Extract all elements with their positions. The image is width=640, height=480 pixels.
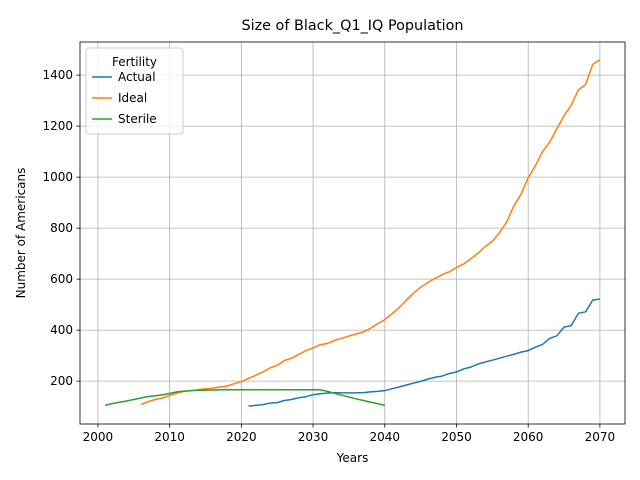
- legend-title: Fertility: [112, 55, 157, 69]
- x-axis-label: Years: [336, 451, 369, 465]
- y-tick-label: 1400: [42, 68, 73, 82]
- legend-entries: Actual Ideal Sterile: [92, 70, 157, 126]
- y-axis-label: Number of Americans: [14, 168, 28, 299]
- y-tick-label: 400: [50, 323, 73, 337]
- y-tick-label: 1000: [42, 170, 73, 184]
- axis-ticks: 2000 2010 2020 2030 2040 2050 2060 2070 200 400 60…: [42, 68, 615, 444]
- legend-label-sterile: Sterile: [118, 112, 157, 126]
- y-tick-label: 1200: [42, 119, 73, 133]
- grid: [80, 42, 625, 424]
- legend-label-actual: Actual: [118, 70, 156, 84]
- legend-label-ideal: Ideal: [118, 91, 147, 105]
- x-tick-label: 2050: [441, 430, 472, 444]
- series-line-actual: [248, 298, 601, 407]
- y-tick-label: 200: [50, 374, 73, 388]
- x-tick-label: 2030: [298, 430, 329, 444]
- series-line-ideal: [140, 59, 601, 406]
- x-tick-label: 2010: [154, 430, 185, 444]
- y-tick-label: 800: [50, 221, 73, 235]
- x-tick-label: 2060: [513, 430, 544, 444]
- x-tick-label: 2000: [83, 430, 114, 444]
- legend-box: [85, 47, 184, 135]
- plot-frame: [79, 41, 626, 425]
- chart-title: Size of Black_Q1_IQ Population: [241, 18, 463, 34]
- series-line-sterile: [104, 389, 385, 407]
- series-lines: [104, 59, 601, 407]
- legend: Fertility Actual Ideal Sterile: [85, 47, 184, 135]
- y-tick-label: 600: [50, 272, 73, 286]
- x-tick-label: 2070: [585, 430, 616, 444]
- x-tick-label: 2040: [369, 430, 400, 444]
- x-tick-label: 2020: [226, 430, 257, 444]
